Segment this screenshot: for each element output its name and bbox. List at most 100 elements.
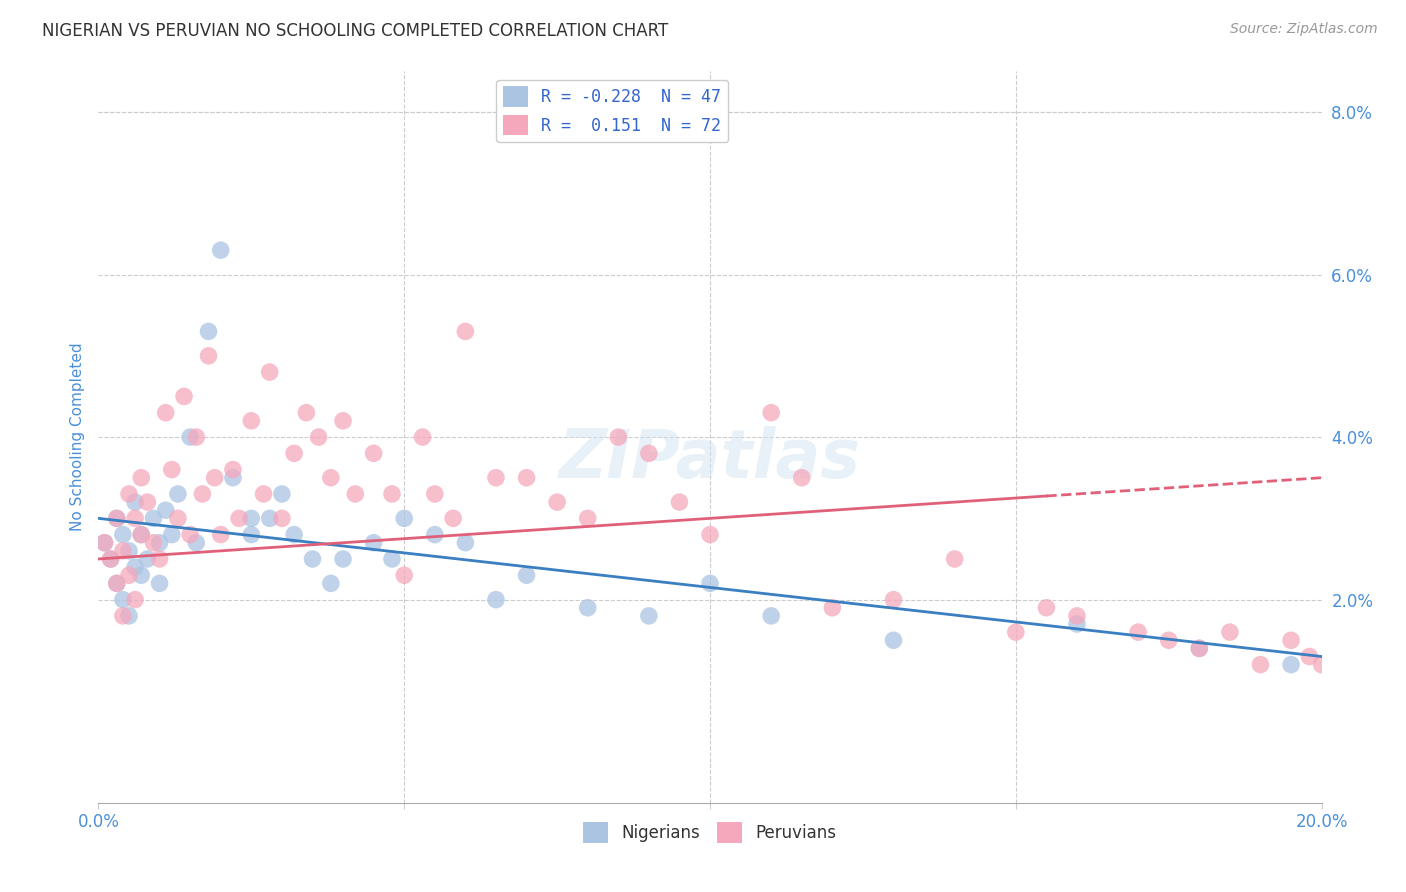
Point [1219, 625, 1241, 640]
Point [1004, 625, 1026, 640]
Point [381, 552, 404, 566]
Point [392, 511, 416, 525]
Point [142, 511, 165, 525]
Point [129, 471, 152, 485]
Point [167, 511, 190, 525]
Point [124, 511, 146, 525]
Point [1402, 641, 1406, 656]
Point [790, 471, 813, 485]
Point [1279, 657, 1302, 672]
Point [155, 406, 177, 420]
Point [111, 608, 134, 623]
Text: NIGERIAN VS PERUVIAN NO SCHOOLING COMPLETED CORRELATION CHART: NIGERIAN VS PERUVIAN NO SCHOOLING COMPLE… [42, 22, 668, 40]
Point [344, 487, 367, 501]
Point [105, 576, 128, 591]
Point [485, 592, 508, 607]
Point [412, 430, 434, 444]
Point [454, 535, 477, 549]
Point [173, 389, 195, 403]
Point [308, 430, 330, 444]
Point [129, 527, 152, 541]
Point [637, 446, 661, 460]
Point [454, 325, 477, 339]
Point [186, 430, 208, 444]
Point [105, 511, 128, 525]
Text: Source: ZipAtlas.com: Source: ZipAtlas.com [1230, 22, 1378, 37]
Point [1188, 641, 1211, 656]
Point [111, 592, 134, 607]
Point [699, 576, 721, 591]
Point [1279, 633, 1302, 648]
Point [270, 511, 292, 525]
Point [118, 608, 141, 623]
Point [167, 487, 190, 501]
Point [883, 633, 905, 648]
Point [118, 487, 141, 501]
Point [759, 608, 782, 623]
Point [259, 511, 281, 525]
Point [516, 471, 538, 485]
Point [943, 552, 966, 566]
Point [1066, 608, 1088, 623]
Point [1188, 641, 1211, 656]
Point [270, 487, 292, 501]
Point [118, 544, 141, 558]
Point [1298, 649, 1320, 664]
Point [319, 576, 342, 591]
Point [240, 511, 263, 525]
Point [136, 552, 159, 566]
Point [124, 592, 146, 607]
Point [160, 462, 183, 476]
Point [124, 560, 146, 574]
Point [699, 527, 721, 541]
Point [228, 511, 250, 525]
Point [883, 592, 905, 607]
Point [149, 552, 172, 566]
Point [155, 503, 177, 517]
Point [1157, 633, 1180, 648]
Point [319, 471, 342, 485]
Point [423, 487, 446, 501]
Point [516, 568, 538, 582]
Point [222, 462, 245, 476]
Point [1310, 657, 1333, 672]
Point [1035, 600, 1057, 615]
Point [93, 535, 115, 549]
Point [332, 552, 354, 566]
Text: ZIPatlas: ZIPatlas [560, 426, 860, 492]
Point [204, 471, 226, 485]
Point [118, 568, 141, 582]
Point [1128, 625, 1150, 640]
Point [105, 511, 128, 525]
Point [100, 552, 122, 566]
Point [392, 568, 416, 582]
Point [668, 495, 690, 509]
Point [1371, 657, 1393, 672]
Point [100, 552, 122, 566]
Point [129, 527, 152, 541]
Point [209, 527, 232, 541]
Point [441, 511, 464, 525]
Point [149, 535, 172, 549]
Point [576, 600, 599, 615]
Point [283, 446, 305, 460]
Point [160, 527, 183, 541]
Point [1341, 649, 1364, 664]
Point [240, 414, 263, 428]
Point [301, 552, 323, 566]
Point [576, 511, 599, 525]
Point [136, 495, 159, 509]
Point [607, 430, 630, 444]
Point [197, 325, 219, 339]
Point [259, 365, 281, 379]
Point [1323, 633, 1346, 648]
Point [283, 527, 305, 541]
Point [1066, 617, 1088, 632]
Legend: Nigerians, Peruvians: Nigerians, Peruvians [576, 815, 844, 849]
Point [105, 576, 128, 591]
Point [191, 487, 214, 501]
Point [124, 495, 146, 509]
Point [149, 576, 172, 591]
Point [637, 608, 661, 623]
Point [179, 430, 201, 444]
